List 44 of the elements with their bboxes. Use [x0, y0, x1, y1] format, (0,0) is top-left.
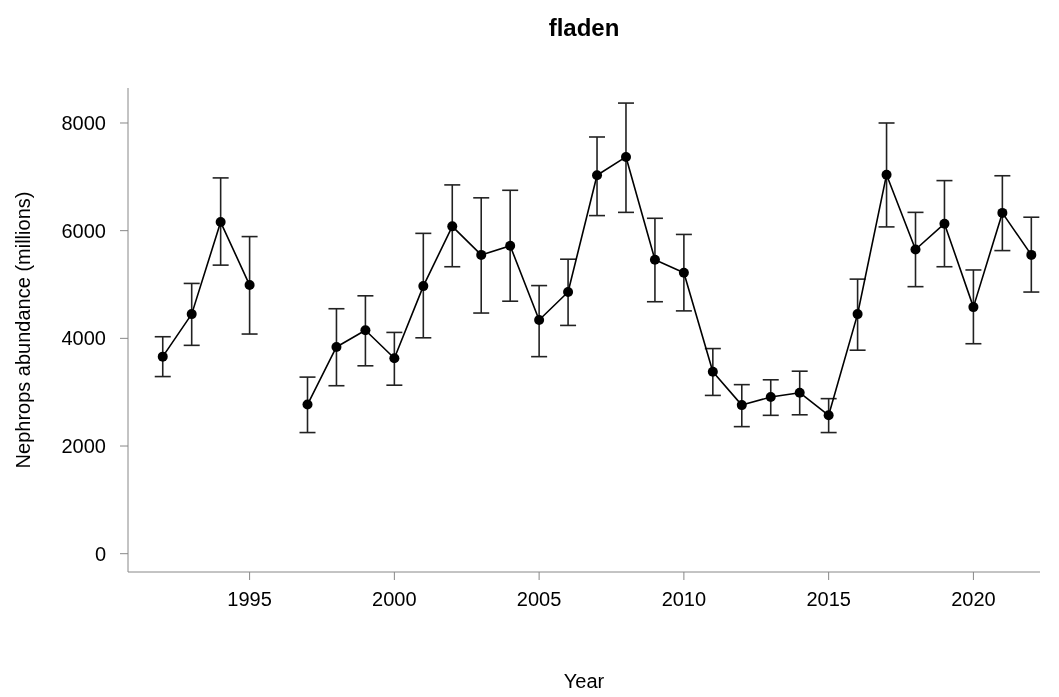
y-axis-title: Nephrops abundance (millions) — [12, 191, 34, 469]
point — [563, 287, 574, 298]
point — [418, 281, 429, 292]
y-tick-label: 6000 — [61, 219, 106, 242]
point — [852, 309, 863, 320]
point — [939, 218, 950, 229]
y-tick-label: 0 — [94, 542, 106, 565]
x-tick-label: 1995 — [227, 588, 272, 610]
point — [823, 410, 834, 421]
point — [997, 207, 1008, 218]
x-tick-label: 2000 — [372, 588, 417, 610]
point — [244, 280, 255, 291]
point — [157, 351, 168, 362]
point — [620, 151, 631, 162]
point — [476, 249, 487, 260]
point — [765, 392, 776, 403]
point — [360, 325, 371, 336]
y-tick-label: 8000 — [61, 111, 106, 134]
y-tick-label: 4000 — [61, 327, 106, 350]
point — [447, 221, 458, 232]
x-tick-label: 2005 — [516, 588, 562, 610]
x-tick-label: 2010 — [661, 588, 707, 610]
point — [389, 353, 400, 364]
chart-title: fladen — [548, 14, 620, 41]
point — [1026, 249, 1037, 260]
point — [505, 240, 516, 251]
x-tick-label: 2020 — [951, 588, 996, 610]
point — [592, 170, 603, 181]
point — [881, 169, 892, 180]
point — [736, 400, 747, 411]
point — [910, 244, 921, 255]
point — [302, 399, 313, 410]
x-tick-label: 2015 — [806, 588, 851, 610]
point — [186, 309, 197, 320]
point — [968, 302, 979, 313]
point — [649, 254, 660, 265]
point — [794, 387, 805, 398]
point — [215, 217, 226, 228]
point — [331, 341, 342, 352]
point — [534, 315, 545, 326]
point — [707, 366, 718, 377]
y-tick-label: 2000 — [61, 435, 106, 458]
point — [678, 267, 689, 278]
x-axis-title: Year — [563, 670, 605, 692]
